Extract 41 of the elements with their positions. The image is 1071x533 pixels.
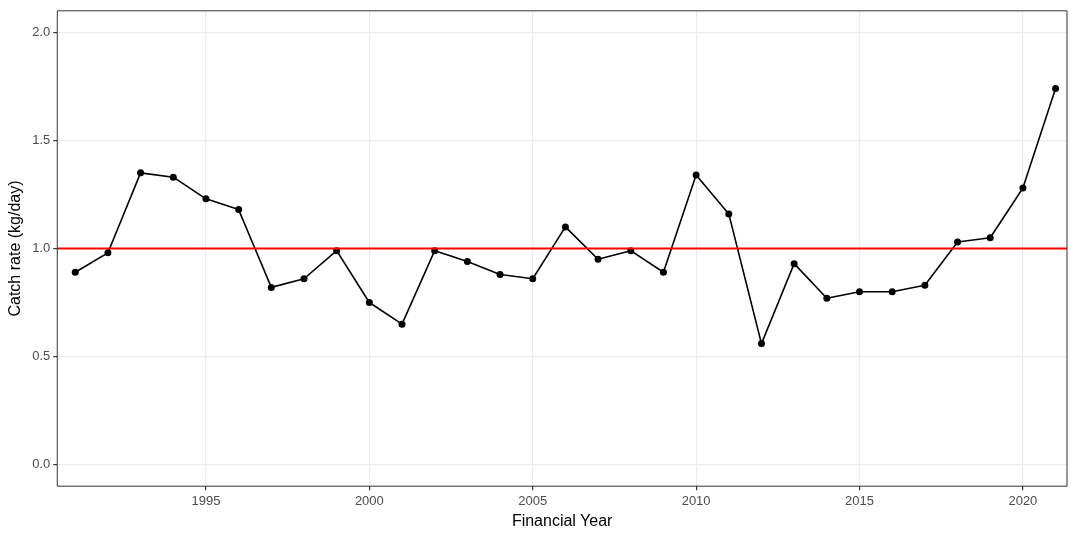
x-tick-label: 2020 <box>1008 492 1038 508</box>
point <box>202 195 210 203</box>
x-tick-label: 2015 <box>845 492 874 508</box>
point <box>856 288 863 296</box>
y-tick-label: 2.0 <box>32 23 51 39</box>
point <box>888 288 896 296</box>
point <box>137 169 145 177</box>
x-tick-label: 2010 <box>681 492 711 508</box>
point <box>169 173 177 181</box>
point <box>1019 184 1027 192</box>
point <box>267 283 275 291</box>
point <box>561 223 569 231</box>
x-tick-label: 2005 <box>518 492 548 508</box>
point <box>365 299 373 307</box>
point <box>529 275 537 283</box>
point <box>823 294 831 302</box>
point <box>496 270 504 278</box>
x-axis-title: Financial Year <box>511 511 614 529</box>
point <box>954 238 962 246</box>
x-tick-label: 2000 <box>354 492 384 508</box>
point <box>921 281 929 289</box>
y-tick-label: 1.5 <box>32 132 51 148</box>
point <box>659 268 667 276</box>
point <box>104 249 112 257</box>
y-tick-label: 0.0 <box>32 456 51 472</box>
point <box>463 257 471 265</box>
point <box>1052 85 1060 93</box>
y-axis-title: Catch rate (kg/day) <box>6 180 24 317</box>
point <box>757 340 765 348</box>
point <box>300 275 308 283</box>
x-tick-label: 1995 <box>191 492 221 508</box>
point <box>725 210 733 218</box>
y-tick-label: 0.5 <box>32 348 51 364</box>
point <box>71 268 79 276</box>
point <box>986 234 994 242</box>
point <box>692 171 700 179</box>
point <box>235 206 243 214</box>
point <box>398 320 406 328</box>
y-tick-label: 1.0 <box>32 240 51 256</box>
point <box>790 260 798 268</box>
point <box>594 255 602 263</box>
